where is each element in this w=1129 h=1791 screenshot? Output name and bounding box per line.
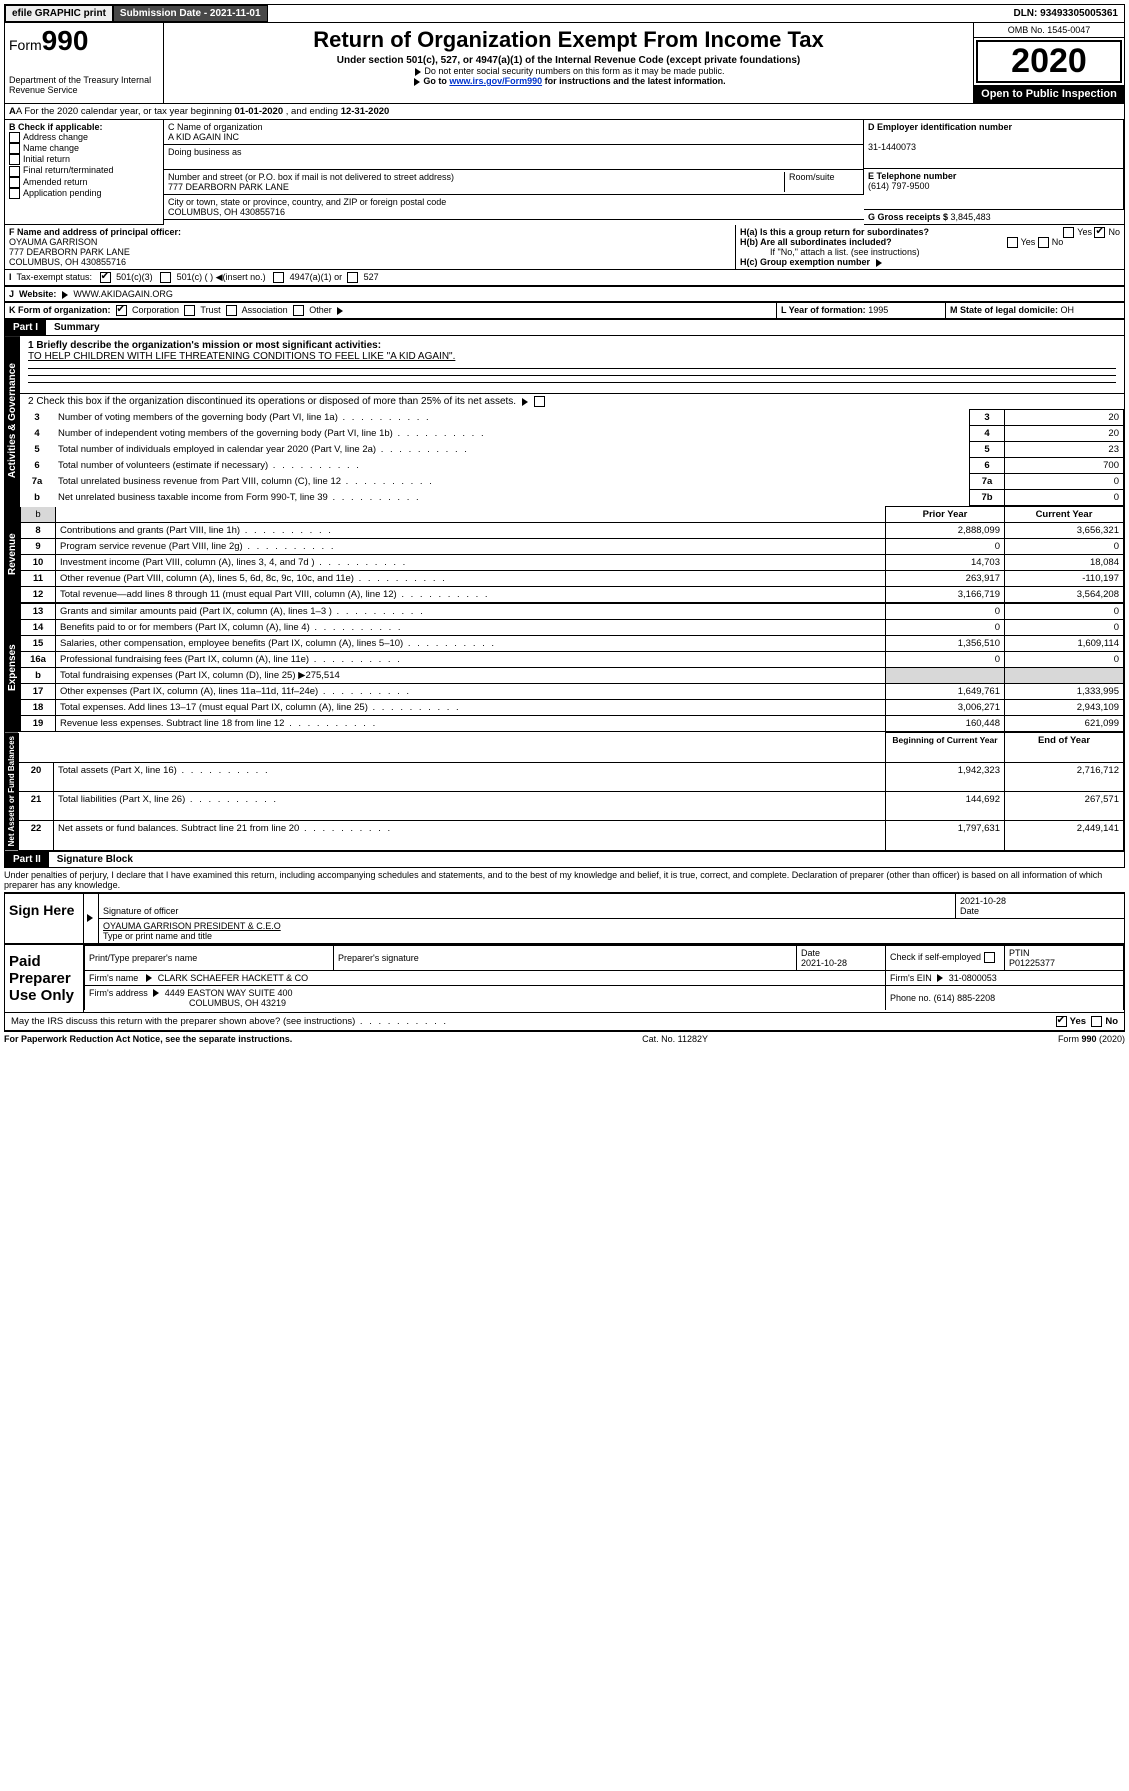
netassets-section: Net Assets or Fund Balances Beginning of… <box>4 732 1125 851</box>
section-d-e-g: D Employer identification number31-14400… <box>864 120 1124 225</box>
efile-button[interactable]: efile GRAPHIC print <box>5 5 113 22</box>
firm-name: CLARK SCHAEFER HACKETT & CO <box>158 973 308 983</box>
org-address: 777 DEARBORN PARK LANE <box>168 182 289 192</box>
gov-lines: 3Number of voting members of the governi… <box>20 409 1124 506</box>
mission-text: TO HELP CHILDREN WITH LIFE THREATENING C… <box>28 351 455 362</box>
dln-label: DLN: 93493305005361 <box>1007 6 1124 21</box>
tab-governance: Activities & Governance <box>5 336 20 506</box>
firm-ein: 31-0800053 <box>949 973 997 983</box>
paid-preparer-block: Paid Preparer Use Only Print/Type prepar… <box>4 944 1125 1013</box>
form-subtitle: Under section 501(c), 527, or 4947(a)(1)… <box>168 55 969 66</box>
org-info-grid: B Check if applicable: Address change Na… <box>4 120 1125 225</box>
chk-pending[interactable]: Application pending <box>23 188 102 198</box>
summary-section: Activities & Governance 1 Briefly descri… <box>4 336 1125 506</box>
ein-value: 31-1440073 <box>868 142 916 152</box>
section-c: C Name of organization A KID AGAIN INC D… <box>164 120 864 225</box>
part1-header: Part ISummary <box>4 320 1125 336</box>
website-row: J Website: WWW.AKIDAGAIN.ORG <box>4 287 1125 303</box>
section-b: B Check if applicable: Address change Na… <box>5 120 164 225</box>
chk-final[interactable]: Final return/terminated <box>23 165 114 175</box>
ptin-value: P01225377 <box>1009 958 1055 968</box>
open-inspection: Open to Public Inspection <box>974 85 1124 103</box>
section-f: F Name and address of principal officer:… <box>5 225 736 270</box>
form-title: Return of Organization Exempt From Incom… <box>168 27 969 53</box>
chk-501c3[interactable] <box>100 272 111 283</box>
website-value: WWW.AKIDAGAIN.ORG <box>73 289 173 299</box>
chk-initial[interactable]: Initial return <box>23 154 70 164</box>
chk-address[interactable]: Address change <box>23 132 88 142</box>
prep-phone: (614) 885-2208 <box>934 993 996 1003</box>
page-footer: For Paperwork Reduction Act Notice, see … <box>4 1031 1125 1044</box>
state-domicile: OH <box>1061 305 1075 315</box>
org-city: COLUMBUS, OH 430855716 <box>168 207 285 217</box>
sign-here-block: Sign Here Signature of officer 2021-10-2… <box>4 892 1125 944</box>
chk-name[interactable]: Name change <box>23 143 79 153</box>
tab-revenue: Revenue <box>5 506 20 603</box>
form-number: Form990 <box>9 25 159 57</box>
chk-corp[interactable] <box>116 305 127 316</box>
discuss-yes[interactable] <box>1056 1016 1067 1027</box>
tax-year: 2020 <box>976 40 1122 83</box>
revenue-section: Revenue b Prior Year Current Year 8Contr… <box>4 506 1125 603</box>
irs-link[interactable]: www.irs.gov/Form990 <box>449 76 542 86</box>
submission-date-button[interactable]: Submission Date - 2021-11-01 <box>113 5 268 22</box>
discuss-row: May the IRS discuss this return with the… <box>4 1013 1125 1031</box>
section-h: H(a) Is this a group return for subordin… <box>736 225 1124 270</box>
expenses-section: Expenses 13Grants and similar amounts pa… <box>4 603 1125 732</box>
part2-header: Part IISignature Block <box>4 852 1125 868</box>
tax-status-row: I Tax-exempt status: 501(c)(3) 501(c) ( … <box>4 270 1125 287</box>
org-name: A KID AGAIN INC <box>168 132 239 142</box>
tab-expenses: Expenses <box>5 603 20 732</box>
perjury-text: Under penalties of perjury, I declare th… <box>4 868 1125 892</box>
dept-label: Department of the Treasury Internal Reve… <box>9 75 159 95</box>
year-formation: 1995 <box>868 305 888 315</box>
klm-row: K Form of organization: Corporation Trus… <box>4 303 1125 320</box>
officer-group-row: F Name and address of principal officer:… <box>4 225 1125 270</box>
officer-sig-name: OYAUMA GARRISON PRESIDENT & C.E.O <box>103 921 281 931</box>
officer-name: OYAUMA GARRISON <box>9 237 97 247</box>
gross-receipts: 3,845,483 <box>951 212 991 222</box>
goto-note: Go to www.irs.gov/Form990 for instructio… <box>168 76 969 86</box>
discuss-no[interactable] <box>1091 1016 1102 1027</box>
chk-amended[interactable]: Amended return <box>23 177 88 187</box>
tax-year-row: AA For the 2020 calendar year, or tax ye… <box>4 104 1125 120</box>
top-bar: efile GRAPHIC print Submission Date - 20… <box>4 4 1125 23</box>
ssn-note: Do not enter social security numbers on … <box>168 66 969 76</box>
form-header: Form990 Department of the Treasury Inter… <box>4 23 1125 104</box>
line2: 2 Check this box if the organization dis… <box>20 394 1124 409</box>
tab-netassets: Net Assets or Fund Balances <box>5 732 18 850</box>
omb-number: OMB No. 1545-0047 <box>974 23 1124 38</box>
phone-value: (614) 797-9500 <box>868 181 930 191</box>
